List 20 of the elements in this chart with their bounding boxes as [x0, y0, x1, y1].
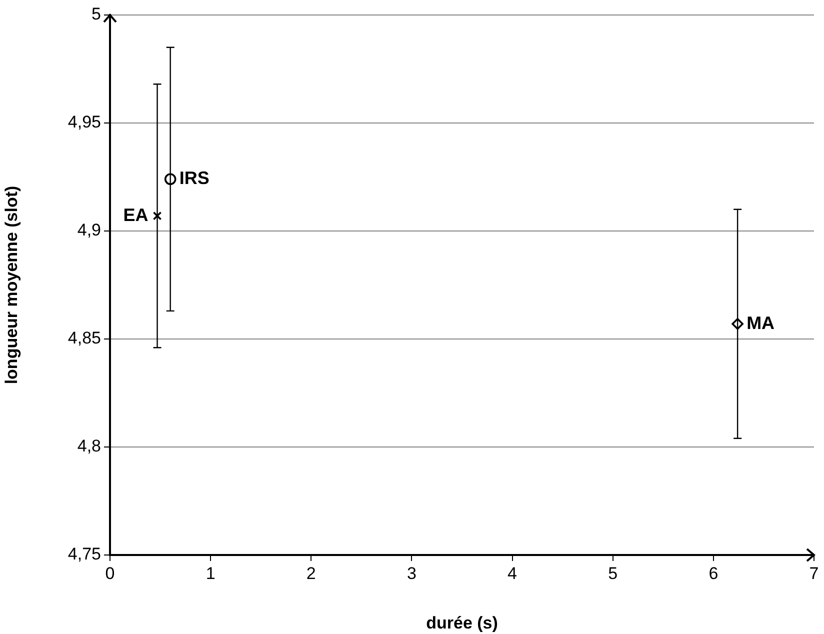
- y-tick-label: 4,85: [68, 328, 101, 348]
- x-tick-label: 4: [508, 564, 518, 583]
- x-tick-label: 5: [608, 564, 618, 583]
- y-axis-title: longueur moyenne (slot): [2, 186, 21, 384]
- series-label: MA: [746, 312, 775, 333]
- x-axis-title: durée (s): [426, 613, 498, 632]
- x-tick-label: 6: [708, 564, 718, 583]
- y-tick-label: 4,75: [68, 544, 101, 564]
- x-tick-label: 3: [406, 564, 416, 583]
- point: [152, 211, 162, 220]
- x-tick-label: 1: [206, 564, 216, 583]
- series-label: EA: [123, 204, 148, 225]
- y-tick-label: 4,8: [77, 436, 101, 456]
- series-label: IRS: [179, 168, 210, 188]
- y-tick-label: 5: [92, 4, 101, 24]
- y-tick-label: 4,95: [68, 112, 101, 132]
- x-tick-label: 7: [809, 564, 819, 583]
- x-tick-label: 2: [306, 564, 316, 583]
- y-tick-label: 4,9: [77, 220, 101, 240]
- x-tick-label: 0: [105, 564, 115, 583]
